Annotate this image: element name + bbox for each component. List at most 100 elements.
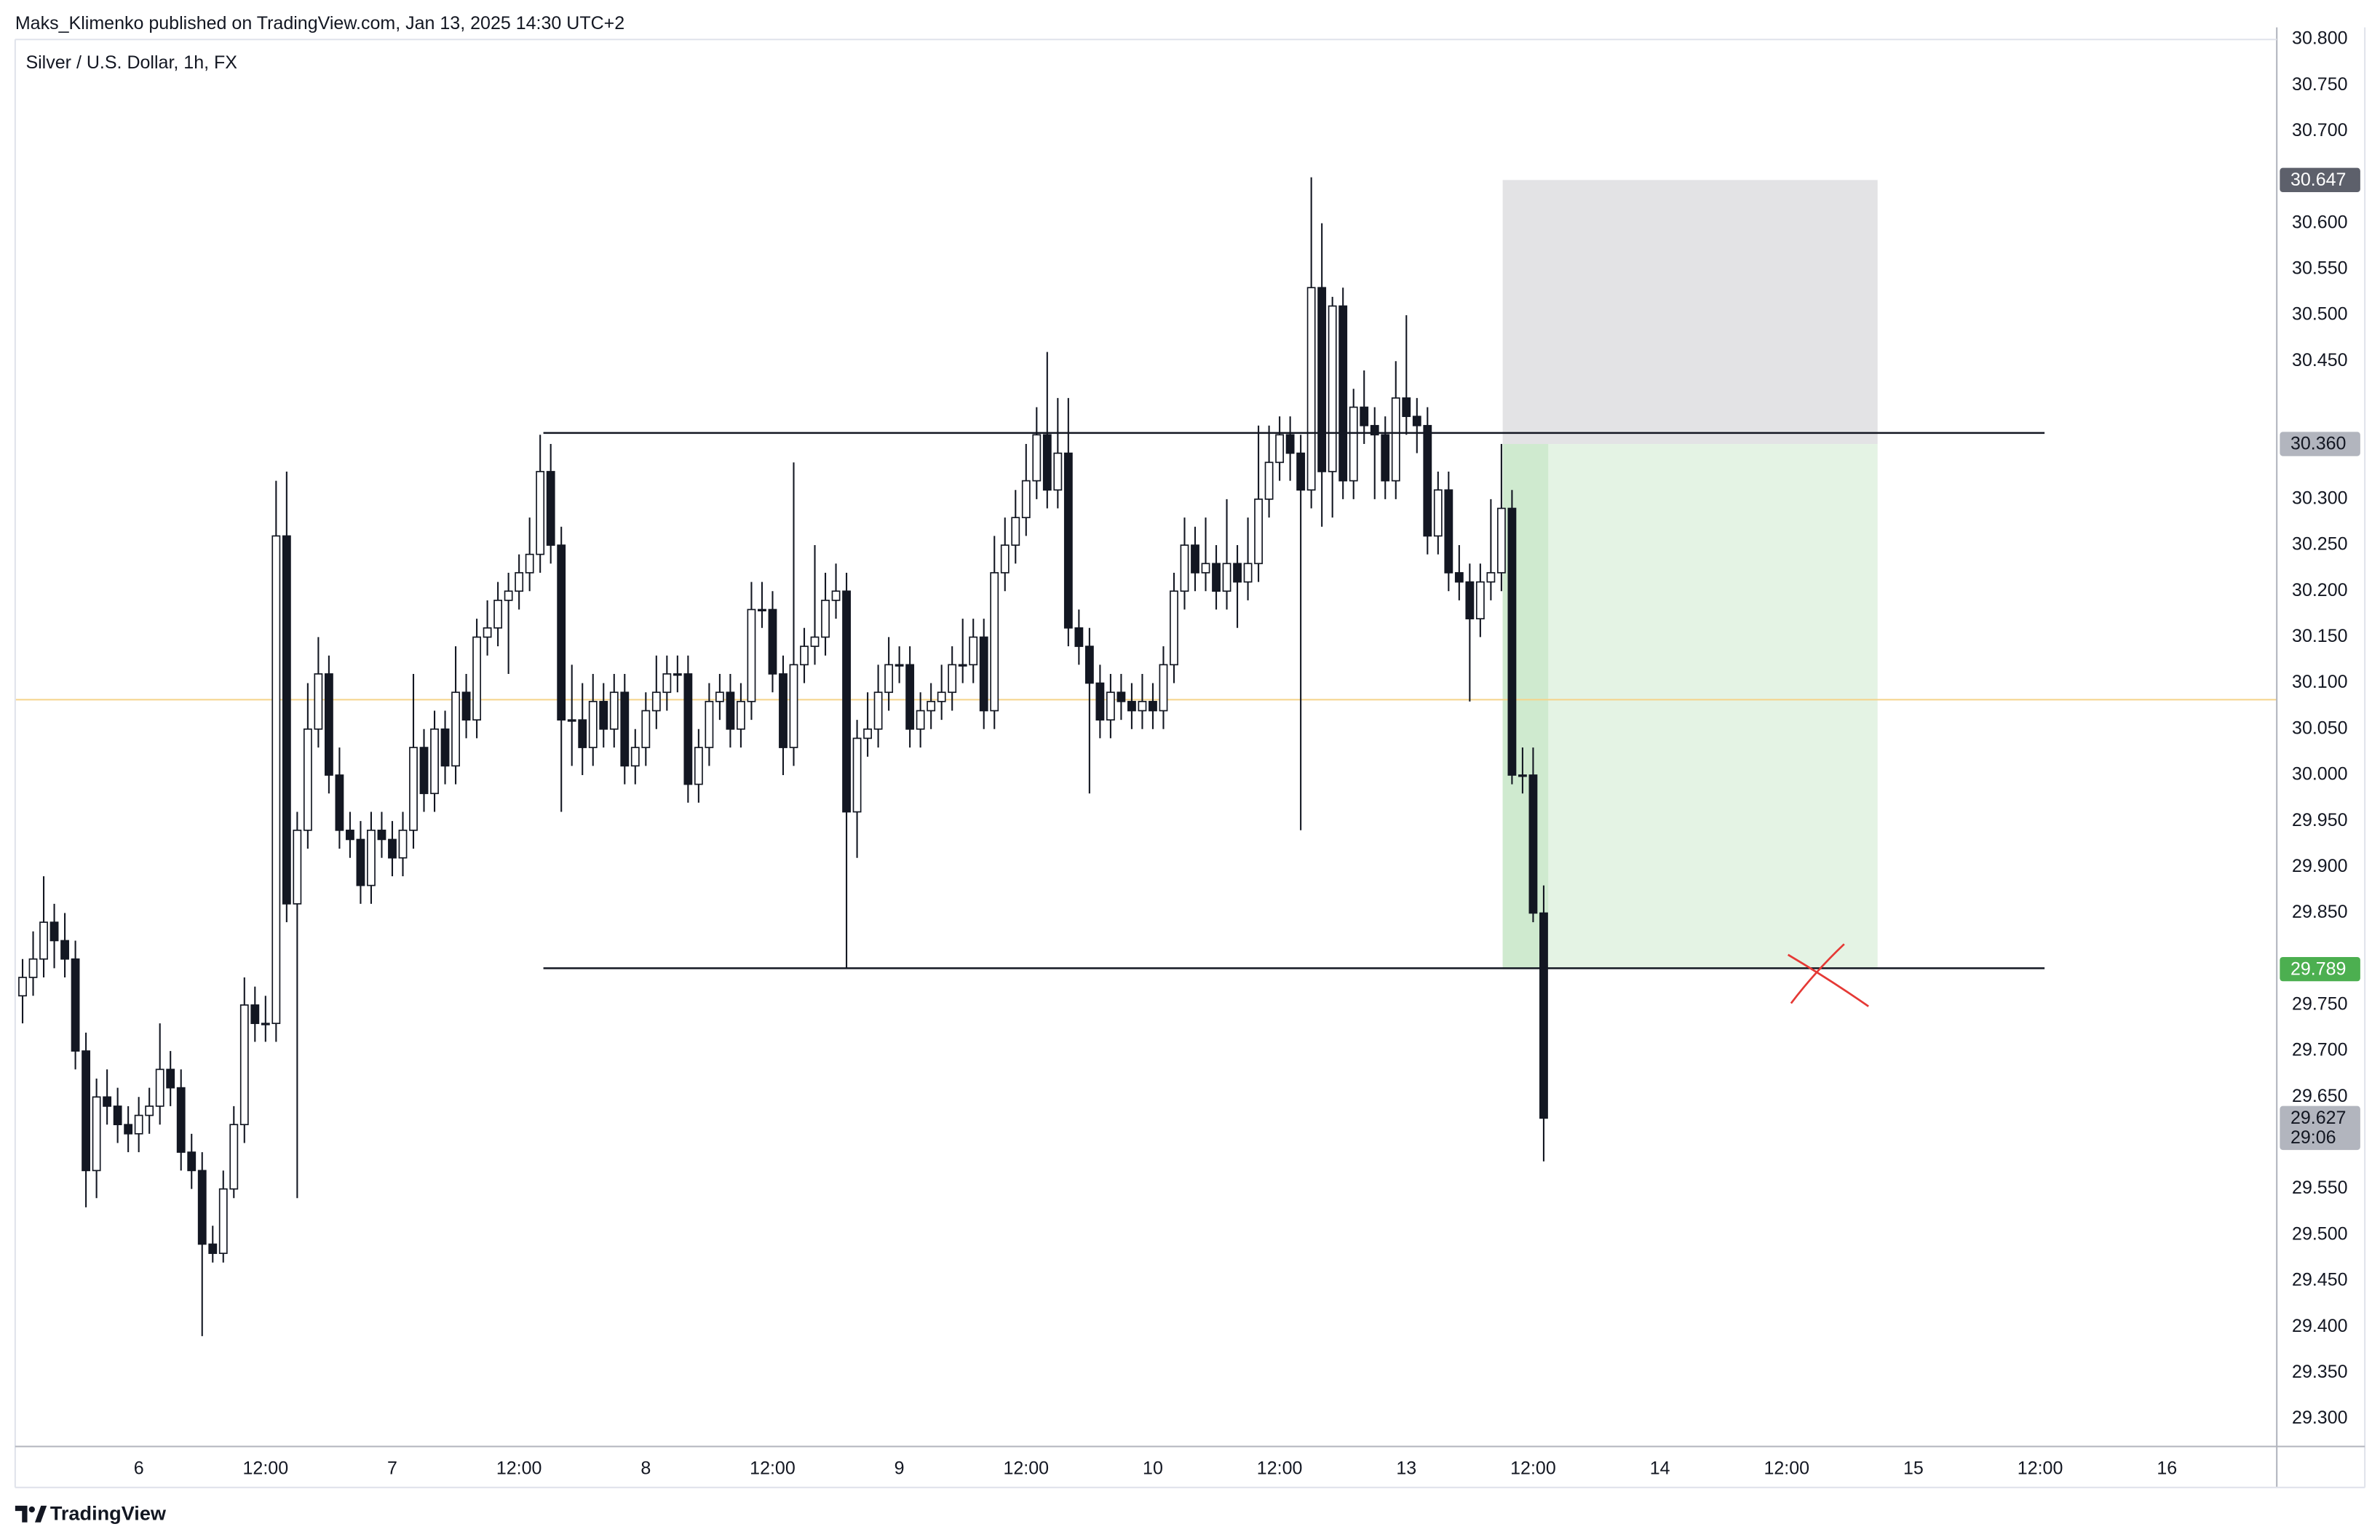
candle-body	[567, 719, 576, 722]
y-tick-label: 30.450	[2292, 350, 2348, 370]
candle-body	[1233, 563, 1242, 583]
price-label: 29.789	[2290, 958, 2347, 979]
candle-body	[1391, 397, 1400, 482]
candle-body	[536, 471, 545, 555]
candle-body	[60, 940, 69, 960]
last-price-bg	[2280, 1106, 2360, 1151]
candle-body	[895, 664, 904, 667]
candle-body	[504, 590, 513, 601]
candle-body	[166, 1068, 175, 1089]
candle-body	[18, 977, 27, 997]
candle-body	[1454, 572, 1464, 583]
candle-body	[1528, 774, 1538, 914]
x-tick-label: 12:00	[243, 1458, 289, 1478]
logo-mark	[15, 1505, 28, 1523]
candle-body	[1095, 682, 1105, 721]
candle-body	[1275, 434, 1285, 464]
candle-body	[419, 747, 429, 795]
x-tick-label: 12:00	[1510, 1458, 1556, 1478]
candle-body	[1042, 434, 1052, 491]
candle-layer	[18, 177, 1548, 1336]
stop-zone	[1502, 180, 1878, 445]
candle-body	[515, 572, 524, 592]
candle-body	[958, 664, 967, 667]
candle-body	[737, 701, 745, 730]
y-tick-label: 30.300	[2292, 488, 2348, 508]
position-layer	[15, 180, 2277, 969]
candle-body	[218, 1188, 228, 1254]
candle-body	[1138, 701, 1147, 712]
y-tick-label: 30.100	[2292, 672, 2348, 692]
candle-body	[1021, 480, 1031, 518]
candle-body	[1507, 507, 1517, 776]
candle-body	[800, 646, 809, 666]
last-price-label: 29.627	[2290, 1108, 2347, 1128]
candle-body	[557, 544, 566, 721]
y-tick-label: 29.750	[2292, 994, 2348, 1015]
candle-body	[1496, 507, 1506, 573]
candle-body	[208, 1243, 218, 1254]
candle-body	[1444, 489, 1453, 573]
y-tick-label: 29.550	[2292, 1178, 2348, 1198]
candle-body	[1264, 461, 1274, 500]
footer-brand: TradingView	[50, 1501, 167, 1524]
candle-body	[113, 1106, 122, 1126]
candle-body	[409, 747, 418, 831]
candle-body	[916, 710, 925, 730]
candle-body	[651, 691, 661, 712]
candle-body	[1106, 691, 1115, 721]
candle-body	[377, 829, 386, 841]
candle-body	[546, 471, 555, 546]
x-tick-label: 7	[387, 1458, 397, 1478]
y-tick-label: 30.750	[2292, 74, 2348, 95]
x-tick-label: 14	[1650, 1458, 1670, 1478]
candle-body	[346, 829, 354, 841]
candle-body	[1518, 774, 1527, 777]
candle-body	[852, 737, 862, 813]
y-tick-label: 29.950	[2292, 810, 2348, 830]
candle-body	[82, 1050, 91, 1172]
candle-body	[884, 664, 894, 694]
candle-body	[282, 535, 291, 905]
candle-body	[525, 553, 534, 573]
candle-body	[261, 1023, 270, 1025]
y-tick-label: 30.700	[2292, 120, 2348, 140]
candle-body	[39, 921, 48, 960]
candle-body	[250, 1004, 260, 1025]
candle-body	[398, 829, 408, 859]
y-tick-label: 30.000	[2292, 764, 2348, 785]
x-tick-label: 12:00	[496, 1458, 542, 1478]
candle-body	[578, 719, 587, 748]
candle-body	[948, 664, 957, 694]
candle-body	[1317, 287, 1327, 472]
candle-body	[1201, 563, 1210, 573]
x-tick-label: 13	[1396, 1458, 1416, 1478]
y-tick-label: 29.450	[2292, 1270, 2348, 1290]
candle-body	[1465, 581, 1475, 619]
candle-body	[229, 1124, 239, 1190]
candle-body	[1149, 701, 1157, 712]
candle-body	[293, 829, 302, 905]
y-tick-label: 30.500	[2292, 304, 2348, 325]
publish-header: Maks_Klimenko published on TradingView.c…	[15, 13, 624, 33]
price-label: 30.647	[2290, 170, 2347, 190]
y-tick-label: 30.150	[2292, 626, 2348, 646]
candle-body	[335, 774, 344, 831]
candle-body	[493, 600, 503, 629]
y-tick-label: 30.200	[2292, 580, 2348, 600]
candle-body	[673, 673, 682, 676]
candle-body	[630, 747, 640, 767]
x-tick-label: 12:00	[1003, 1458, 1049, 1478]
candle-body	[927, 701, 936, 712]
candle-body	[641, 710, 651, 748]
candle-body	[1328, 305, 1337, 472]
axis-layer: 29.300 29.350 29.400 29.450 29.500 29.550 29.6…	[134, 28, 2360, 1478]
candle-body	[356, 838, 365, 886]
bar-countdown: 29:06	[2290, 1127, 2336, 1148]
x-tick-label: 12:00	[1257, 1458, 1303, 1478]
candle-body	[1360, 406, 1369, 426]
candle-body	[324, 673, 333, 776]
candle-body	[1222, 563, 1231, 592]
candle-body	[1180, 544, 1189, 592]
